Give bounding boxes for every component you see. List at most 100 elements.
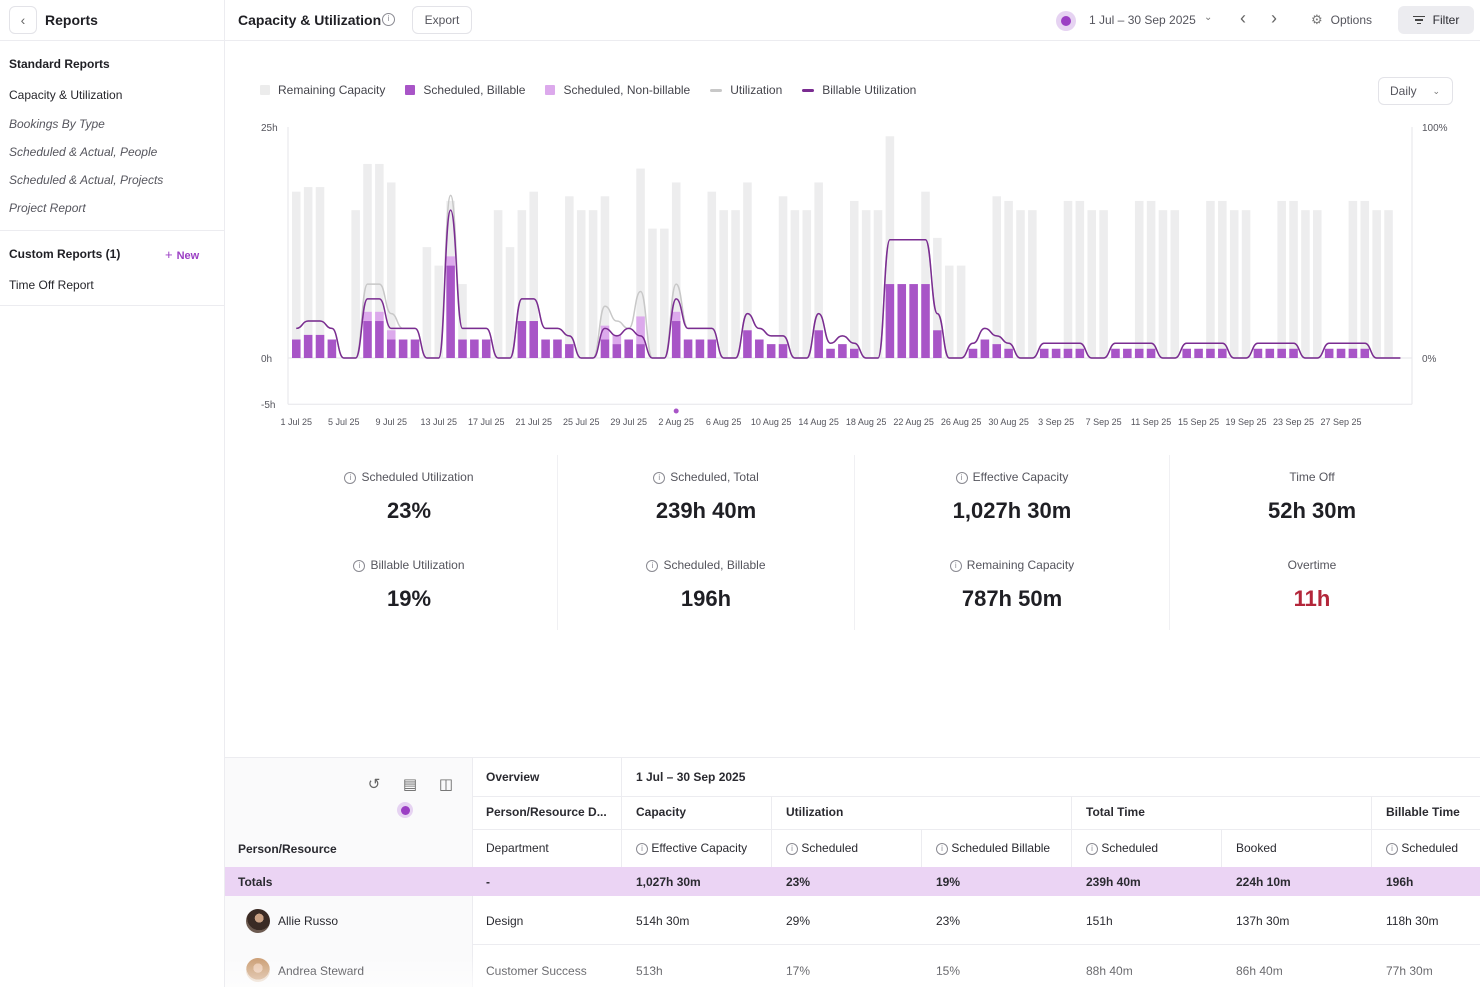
sidebar-item-bookings-by-type[interactable]: Bookings By Type xyxy=(9,117,105,131)
legend-item[interactable]: Utilization xyxy=(710,83,782,97)
x-tick-label: 13 Jul 25 xyxy=(420,417,457,427)
x-tick-label: 17 Jul 25 xyxy=(468,417,505,427)
billable-bar xyxy=(292,339,301,358)
subheader-booked[interactable]: Booked xyxy=(1236,841,1277,855)
totals-label: Totals xyxy=(238,875,273,889)
legend-item[interactable]: Scheduled, Billable xyxy=(405,83,525,97)
remaining-capacity-bar xyxy=(1301,210,1310,358)
info-icon[interactable]: i xyxy=(344,471,357,484)
billable-bar xyxy=(375,321,384,358)
x-tick-label: 14 Aug 25 xyxy=(798,417,839,427)
info-icon[interactable]: i xyxy=(653,471,666,484)
person-name[interactable]: Andrea Steward xyxy=(278,964,365,978)
billable-bar xyxy=(921,284,930,358)
remaining-capacity-bar xyxy=(1087,210,1096,358)
kpi-card: i Scheduled, Total 239h 40m xyxy=(596,470,816,524)
billable-bar xyxy=(529,321,538,358)
billable-bar xyxy=(909,284,918,358)
billable-bar xyxy=(1348,348,1358,358)
options-button[interactable]: ⚙ Options xyxy=(1311,12,1372,28)
subheader-scheduled-billable-time[interactable]: i Scheduled xyxy=(1386,841,1458,855)
remaining-capacity-bar xyxy=(375,163,384,358)
subheader-scheduled-utilization[interactable]: i Scheduled xyxy=(786,841,858,855)
info-icon[interactable]: i xyxy=(949,559,962,572)
remaining-capacity-bar xyxy=(363,163,372,358)
table-cell: 118h 30m xyxy=(1386,914,1439,928)
billable-bar xyxy=(1206,348,1215,358)
billable-bar xyxy=(446,265,455,358)
remaining-capacity-bar xyxy=(1372,210,1381,358)
remaining-capacity-bar xyxy=(1016,210,1025,358)
top-bar: Capacity & Utilization i Export 1 Jul – … xyxy=(225,0,1480,41)
info-icon[interactable]: i xyxy=(382,13,395,26)
billable-bar xyxy=(1111,348,1120,358)
remaining-capacity-bar xyxy=(992,196,1002,358)
subheader-department[interactable]: Department xyxy=(486,841,549,855)
filter-button[interactable]: Filter xyxy=(1398,6,1474,34)
x-tick-label: 10 Aug 25 xyxy=(751,417,792,427)
group-header-capacity[interactable]: Capacity xyxy=(636,805,687,819)
x-tick-label: 19 Sep 25 xyxy=(1226,417,1267,427)
x-tick-label: 11 Sep 25 xyxy=(1131,417,1171,427)
remaining-capacity-bar xyxy=(351,210,360,358)
billable-bar xyxy=(1336,348,1346,358)
subheader-effective-capacity[interactable]: i Effective Capacity xyxy=(636,841,747,855)
billable-bar xyxy=(1123,348,1132,358)
totals-cell: 23% xyxy=(786,875,811,889)
report-table: ↺ ▤ ◫ Person/Resource Overview 1 Jul – 3… xyxy=(225,757,1480,987)
next-period-button[interactable]: › xyxy=(1271,8,1277,28)
billable-bar xyxy=(1265,348,1275,358)
remaining-capacity-bar xyxy=(885,136,895,358)
person-name[interactable]: Allie Russo xyxy=(278,914,339,928)
billable-bar xyxy=(470,339,479,358)
legend-item[interactable]: Scheduled, Non-billable xyxy=(545,83,690,97)
previous-period-button[interactable]: ‹ xyxy=(1240,8,1246,28)
billable-bar xyxy=(363,321,372,358)
kpi-value: 11h xyxy=(1293,586,1331,611)
legend-item[interactable]: Remaining Capacity xyxy=(260,83,385,97)
back-button[interactable]: ‹ xyxy=(9,6,37,34)
chevron-down-icon[interactable]: ⌄ xyxy=(1204,12,1213,23)
info-icon[interactable]: i xyxy=(955,471,968,484)
group-header-utilization[interactable]: Utilization xyxy=(786,805,844,819)
billable-bar xyxy=(1004,348,1013,358)
x-tick-label: 9 Jul 25 xyxy=(375,417,407,427)
legend-item[interactable]: Billable Utilization xyxy=(802,83,916,97)
legend-swatch xyxy=(405,85,416,95)
legend-swatch xyxy=(545,85,556,95)
info-icon[interactable]: i xyxy=(353,559,366,572)
x-tick-label: 18 Aug 25 xyxy=(846,417,887,427)
group-header-department[interactable]: Person/Resource D... xyxy=(486,805,607,819)
subheader-scheduled-total[interactable]: i Scheduled xyxy=(1086,841,1158,855)
group-header-total-time[interactable]: Total Time xyxy=(1086,805,1145,819)
billable-bar xyxy=(885,284,895,358)
interval-select[interactable]: Daily ⌄ xyxy=(1378,77,1453,105)
live-indicator-icon[interactable] xyxy=(1056,11,1076,31)
kpi-card: i Effective Capacity 1,027h 30m xyxy=(902,470,1122,524)
sidebar-item-scheduled-actual-projects[interactable]: Scheduled & Actual, Projects xyxy=(9,173,164,187)
date-range-picker[interactable]: 1 Jul – 30 Sep 2025 xyxy=(1089,13,1196,27)
non-billable-bar xyxy=(636,316,645,345)
subheader-label: Scheduled xyxy=(1101,841,1159,855)
remaining-capacity-bar xyxy=(873,210,883,358)
table-view-icon[interactable]: ▤ xyxy=(402,776,418,793)
person-resource-header[interactable]: Person/Resource xyxy=(238,842,337,856)
live-indicator-icon[interactable] xyxy=(397,802,413,818)
standard-reports-heading: Standard Reports xyxy=(9,57,110,71)
group-header-billable-time[interactable]: Billable Time xyxy=(1386,805,1460,819)
remaining-capacity-bar xyxy=(422,247,432,358)
new-report-button[interactable]: + New xyxy=(165,247,199,262)
sidebar-item-capacity-utilization[interactable]: Capacity & Utilization xyxy=(9,88,123,102)
subheader-scheduled-billable[interactable]: i Scheduled Billable xyxy=(936,841,1050,855)
columns-icon[interactable]: ◫ xyxy=(438,776,454,793)
totals-cell: 19% xyxy=(936,875,961,889)
kpi-label-text: Scheduled, Total xyxy=(670,470,759,484)
export-button[interactable]: Export xyxy=(412,6,472,34)
kpi-label: i Billable Utilization xyxy=(299,558,519,572)
sidebar-item-scheduled-actual-people[interactable]: Scheduled & Actual, People xyxy=(9,145,158,159)
sidebar-item-time-off-report[interactable]: Time Off Report xyxy=(9,278,94,292)
remaining-capacity-bar xyxy=(933,237,942,358)
reset-icon[interactable]: ↺ xyxy=(367,776,381,793)
info-icon[interactable]: i xyxy=(646,559,659,572)
sidebar-item-project-report[interactable]: Project Report xyxy=(9,201,86,215)
